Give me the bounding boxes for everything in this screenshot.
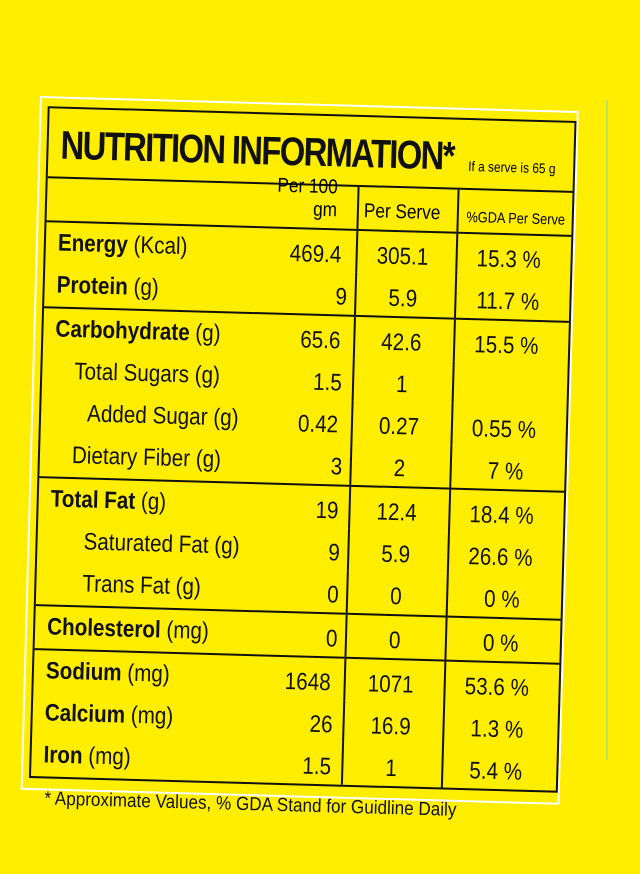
value-per-100: 1648: [283, 668, 331, 697]
nutrient-name: Trans Fat (g): [82, 570, 202, 601]
nutrient-name: Cholesterol (mg): [46, 613, 210, 645]
value-per-serve: 5.9: [354, 272, 456, 318]
nutrient-group: Sodium (mg) 1648 1071 53.6 % Calcium (mg) 26 1…: [31, 650, 560, 791]
nutrient-name: Dietary Fiber (g): [71, 442, 222, 474]
header-per-100: Per 100 gm: [277, 174, 339, 222]
nutrient-group: Total Fat (g) 19 12.4 18.4 % Saturated Fat (…: [35, 478, 565, 621]
value-per-100: 3: [330, 453, 343, 481]
value-per-100: 0.42: [297, 410, 339, 439]
value-per-100: 19: [315, 496, 340, 525]
value-gda: 26.6 %: [446, 531, 563, 577]
nutrient-name: Iron (mg): [43, 741, 132, 771]
value-gda: 53.6 %: [443, 661, 560, 707]
value-per-serve: 0: [344, 614, 446, 660]
value-per-serve: 305.1: [355, 230, 457, 276]
nutrient-name: Sodium (mg): [45, 657, 171, 688]
value-gda: 5.4 %: [440, 745, 557, 791]
value-gda: 11.7 %: [453, 275, 571, 321]
nutrition-rows: Energy (Kcal) 469.4 305.1 15.3 % Protein (g)…: [31, 222, 572, 791]
value-gda: [451, 361, 568, 407]
nutrition-table: NUTRITION INFORMATION* If a serve is 65 …: [28, 106, 577, 793]
value-per-serve: 1: [351, 358, 453, 404]
nutrient-group: Energy (Kcal) 469.4 305.1 15.3 % Protein (g)…: [44, 222, 572, 323]
nutrient-name: Protein (g): [56, 271, 160, 302]
value-per-serve: 42.6: [352, 316, 454, 362]
value-gda: 18.4 %: [447, 489, 565, 535]
value-gda: 0.55 %: [450, 403, 567, 449]
value-gda: 0 %: [444, 617, 561, 663]
value-per-serve: 0.27: [350, 400, 452, 446]
value-gda: 0 %: [445, 573, 562, 619]
value-per-100: 65.6: [300, 326, 342, 355]
label-edge-line: [606, 100, 608, 760]
nutrition-label: NUTRITION INFORMATION* If a serve is 65 …: [20, 96, 579, 821]
nutrition-title: NUTRITION INFORMATION*: [60, 123, 455, 179]
value-per-serve: 1: [340, 742, 443, 788]
value-gda: 7 %: [449, 445, 566, 491]
serve-size-note: If a serve is 65 g: [467, 157, 556, 177]
value-per-serve: 16.9: [342, 700, 444, 746]
value-per-serve: 1071: [343, 658, 445, 704]
value-per-serve: 5.9: [346, 528, 448, 574]
value-per-100: 1.5: [301, 752, 332, 781]
value-per-100: 0: [325, 625, 338, 653]
value-per-100: 1.5: [312, 368, 342, 397]
nutrient-name: Total Fat (g): [50, 485, 167, 516]
value-per-serve: 0: [345, 570, 447, 616]
nutrient-group: Carbohydrate (g) 65.6 42.6 15.5 % Total Suga…: [39, 308, 569, 493]
value-per-serve: 12.4: [348, 486, 450, 532]
value-gda: 1.3 %: [442, 703, 559, 749]
value-per-100: 0: [326, 581, 339, 609]
nutrient-name: Energy (Kcal): [57, 229, 188, 261]
nutrient-name: Calcium (mg): [44, 699, 174, 730]
value-per-100: 469.4: [289, 240, 342, 269]
nutrient-name: Saturated Fat (g): [83, 528, 240, 560]
footnote: * Approximate Values, % GDA Stand for Gu…: [44, 788, 457, 821]
header-per-serve: Per Serve: [356, 186, 458, 232]
value-per-100: 9: [334, 283, 348, 311]
value-per-100: 9: [327, 539, 340, 567]
header-gda: %GDA Per Serve: [456, 189, 573, 235]
value-per-100: 26: [309, 710, 334, 739]
value-gda: 15.5 %: [452, 319, 569, 365]
value-gda: 15.3 %: [455, 233, 572, 279]
nutrient-name: Carbohydrate (g): [55, 315, 221, 348]
value-per-serve: 2: [349, 442, 451, 488]
nutrient-name: Added Sugar (g): [86, 400, 239, 432]
nutrient-name: Total Sugars (g): [73, 358, 221, 390]
